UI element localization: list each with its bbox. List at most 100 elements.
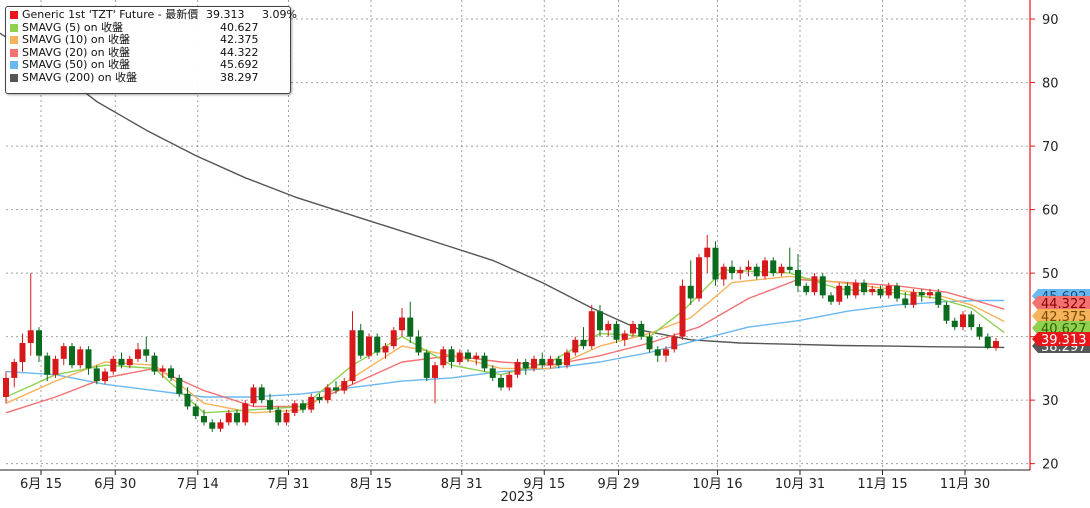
candle-body [102,371,108,382]
candle-body [481,355,488,369]
candle-body [300,403,306,410]
candle-body [192,406,199,417]
candle-body [704,247,711,258]
candle-body [572,339,579,353]
candle-body [357,330,364,356]
candle-body [440,349,447,366]
candle-body [671,336,678,350]
price-tag-shape [1032,321,1090,335]
candle-body [3,377,9,397]
candle-body [663,349,669,356]
legend-value: 42.375 [220,33,259,47]
candle-body [176,377,183,394]
legend-label: SMAVG (5) on 收盤 [22,20,124,34]
candle-body [696,257,702,299]
candle-body [143,349,150,356]
candle-body [498,377,504,388]
candle-body [935,292,942,305]
price-tag-label: 44.322 [1041,297,1087,312]
candle-body [258,387,265,401]
candle-body [77,349,84,366]
x-tick-label: 9月 15 [523,477,565,492]
candle-body [976,327,983,337]
legend: Generic 1st 'TZT' Future - 最新價 39.313 3.… [5,6,297,94]
candle-body [19,342,26,363]
y-tick-label: 80 [1042,77,1059,92]
candle-body [539,358,546,366]
candle-body [877,288,884,296]
candle-body [217,422,224,429]
sma-200-line [0,32,1005,349]
legend-entry-sma200: SMAVG (200) on 收盤 38.297 [10,70,286,85]
candle-body [27,330,34,343]
candle-body [984,336,991,349]
candle-body [93,368,100,382]
legend-entry-price: Generic 1st 'TZT' Future - 最新價 39.313 3.… [10,8,297,22]
candle-body [382,346,389,353]
candle-body [333,387,339,391]
legend-swatch [10,11,18,19]
candle-body [638,323,645,337]
candlestick-layer [3,235,999,432]
candle-body [52,358,59,375]
legend-change: 3.09% [262,8,297,21]
price-tag-shape [1032,309,1090,323]
candle-body [968,314,975,328]
y-tick-label: 90 [1042,13,1059,28]
candle-body [531,358,537,369]
candle-body [687,285,694,299]
candle-body [291,403,298,413]
x-tick-label: 11月 30 [940,477,990,492]
candle-body [159,368,166,372]
candle-body [465,352,471,359]
x-tick-label: 6月 15 [20,477,62,492]
candle-body [69,346,75,366]
candle-body [366,336,372,356]
candle-body [597,311,603,331]
candle-body [564,352,570,366]
legend-swatch [10,48,18,57]
candle-body [795,269,801,286]
candle-body [60,346,67,359]
candle-body [283,412,290,423]
candle-body [679,285,686,337]
price-tag: 39.313 [1032,332,1090,348]
legend-swatch [10,73,18,82]
candle-body [646,336,653,350]
candle-body [341,381,348,391]
candle-body [720,266,727,280]
candle-body [308,396,315,410]
price-tag-label: 39.313 [1041,333,1087,348]
candle-body [11,362,18,378]
legend-entry-sma10: SMAVG (10) on 收盤 42.375 [10,34,286,47]
candle-body [621,333,628,340]
legend-swatch [10,23,18,32]
legend-value: 44.322 [220,45,259,59]
candle-body [407,317,414,337]
candle-body [588,311,595,347]
candle-body [828,295,834,302]
candle-body [489,368,496,378]
y-tick-label: 60 [1042,204,1059,219]
candle-body [803,285,810,293]
candle-body [399,317,405,331]
candle-body [168,368,174,378]
candle-body [894,285,900,299]
candle-body [234,412,240,423]
candle-body [951,320,958,328]
candle-body [960,314,966,328]
legend-value: 40.627 [220,20,259,34]
legend-label: Generic 1st 'TZT' Future - 最新價 [22,8,199,21]
x-tick-label: 6月 30 [94,477,136,492]
candle-body [242,403,249,423]
grid-layer [6,0,1030,470]
year-label: 2023 [500,490,533,504]
legend-value: 38.297 [220,70,259,84]
x-tick-label: 8月 15 [350,477,392,492]
candle-body [316,396,323,401]
candle-body [811,276,818,293]
price-tag-shape [1032,296,1090,310]
x-tick-label: 7月 31 [268,477,310,492]
candle-body [630,323,636,334]
price-tag: 44.322 [1032,296,1090,312]
